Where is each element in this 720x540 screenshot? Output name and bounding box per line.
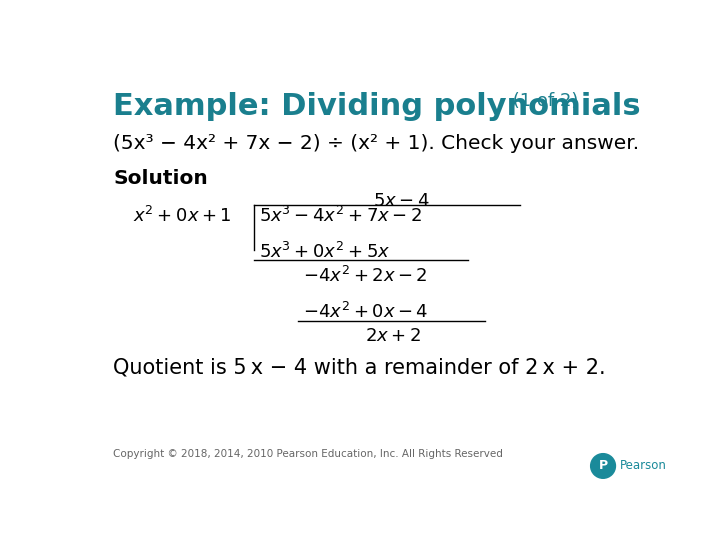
Text: $2x+2$: $2x+2$: [365, 327, 421, 345]
Text: $-4x^2+0x-4$: $-4x^2+0x-4$: [303, 302, 428, 322]
Text: Solution: Solution: [113, 169, 208, 188]
Text: Example: Dividing polynomials: Example: Dividing polynomials: [113, 92, 641, 121]
Text: Quotient is 5 x − 4 with a remainder of 2 x + 2.: Quotient is 5 x − 4 with a remainder of …: [113, 357, 606, 377]
Text: Pearson: Pearson: [620, 460, 667, 472]
Text: $5x^3-4x^2+7x-2$: $5x^3-4x^2+7x-2$: [259, 206, 422, 226]
Text: P: P: [598, 460, 608, 472]
Text: $5x-4$: $5x-4$: [373, 192, 430, 210]
Circle shape: [590, 454, 616, 478]
Text: Copyright © 2018, 2014, 2010 Pearson Education, Inc. All Rights Reserved: Copyright © 2018, 2014, 2010 Pearson Edu…: [113, 449, 503, 459]
Text: $5x^3+0x^2+5x$: $5x^3+0x^2+5x$: [259, 242, 390, 262]
Text: (5x³ − 4x² + 7x − 2) ÷ (x² + 1). Check your answer.: (5x³ − 4x² + 7x − 2) ÷ (x² + 1). Check y…: [113, 134, 639, 153]
Text: (1 of 2): (1 of 2): [507, 92, 578, 110]
Text: $x^2+0x+1$: $x^2+0x+1$: [132, 206, 231, 226]
Text: $-4x^2+2x-2$: $-4x^2+2x-2$: [303, 266, 428, 286]
